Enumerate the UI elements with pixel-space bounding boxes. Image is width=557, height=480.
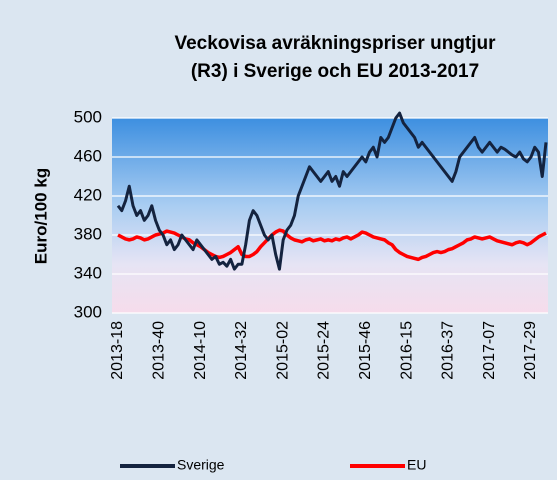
line-series xyxy=(117,228,547,262)
legend-label: Sverige xyxy=(177,457,225,473)
chart-subtitle: (R3) i Sverige och EU 2013-2017 xyxy=(191,61,479,82)
y-axis-label: Euro/100 kg xyxy=(31,168,50,264)
x-tick-label: 2017-29 xyxy=(522,321,539,380)
x-tick-label: 2013-40 xyxy=(151,321,168,380)
x-tick-label: 2017-07 xyxy=(481,321,498,380)
x-tick-label: 2015-24 xyxy=(316,321,333,380)
y-tick-label: 300 xyxy=(74,302,102,321)
x-tick-label: 2015-02 xyxy=(274,321,291,380)
x-tick-label: 2013-18 xyxy=(109,321,126,380)
line-series xyxy=(116,111,548,271)
chart-title: Veckovisa avräkningspriser ungtjur xyxy=(174,33,496,54)
plot-area xyxy=(112,118,548,313)
legend-label: EU xyxy=(407,457,426,473)
y-tick-label: 420 xyxy=(74,185,102,204)
y-tick-label: 460 xyxy=(74,146,102,165)
x-tick-label: 2014-10 xyxy=(192,321,209,380)
y-tick-label: 340 xyxy=(74,263,102,282)
x-tick-label: 2016-15 xyxy=(398,321,415,380)
x-tick-label: 2014-32 xyxy=(233,321,250,380)
y-tick-label: 500 xyxy=(74,107,102,126)
x-tick-label: 2015-46 xyxy=(357,321,374,380)
y-tick-label: 380 xyxy=(74,224,102,243)
x-tick-label: 2016-37 xyxy=(440,321,457,380)
